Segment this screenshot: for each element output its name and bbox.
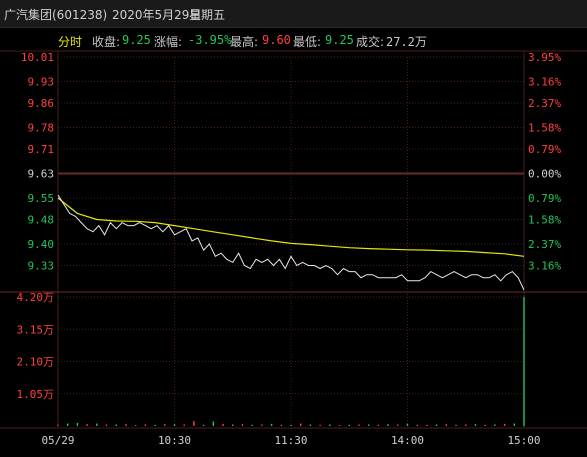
time-tick-label: 10:30: [158, 434, 191, 447]
quote-info-bar: 分时 收盘: 9.25 涨幅: -3.95% 最高: 9.60 最低: 9.25…: [0, 29, 587, 51]
price-lines: [57, 194, 525, 291]
volume-tick-label: 4.20万: [17, 291, 55, 304]
price-tick-label: 9.93: [28, 76, 55, 89]
volume-tick-label: 2.10万: [17, 356, 55, 369]
time-tick-label: 15:00: [507, 434, 540, 447]
time-tick-label: 14:00: [391, 434, 424, 447]
percent-tick-label: 3.95%: [528, 51, 561, 64]
stock-title: 广汽集团(601238): [4, 8, 108, 22]
price-tick-label: 9.55: [28, 192, 55, 205]
percent-tick-label: 2.37%: [528, 97, 561, 110]
volume-bars: [57, 297, 525, 426]
percent-tick-label: 1.58%: [528, 122, 561, 135]
percent-tick-label: 3.16%: [528, 76, 561, 89]
price-tick-label: 9.40: [28, 238, 55, 251]
percent-tick-label: 1.58%: [528, 213, 561, 226]
price-tick-label: 9.48: [28, 213, 55, 226]
time-axis: 05/29 10:30 11:30 14:00 15:00: [41, 434, 540, 447]
title-bar: 广汽集团(601238) 2020年5月29日 星期五: [0, 0, 587, 28]
date-label: 2020年5月29日: [112, 8, 202, 22]
high-label: 最高:: [230, 35, 259, 49]
low-label: 最低:: [293, 35, 322, 49]
average-price-line: [57, 197, 525, 257]
close-value: 9.25: [122, 33, 151, 47]
percent-tick-label: 3.16%: [528, 259, 561, 272]
price-tick-label: 9.33: [28, 259, 55, 272]
price-tick-label: 9.63: [28, 168, 55, 181]
percent-tick-label: 2.37%: [528, 238, 561, 251]
time-tick-label: 11:30: [274, 434, 307, 447]
percent-tick-label: 0.00%: [528, 168, 561, 181]
price-tick-label: 9.71: [28, 143, 55, 156]
price-tick-label: 9.78: [28, 122, 55, 135]
volume-value: 27.2万: [386, 35, 427, 49]
volume-tick-label: 1.05万: [17, 388, 55, 401]
price-tick-label: 9.86: [28, 97, 55, 110]
percent-tick-label: 0.79%: [528, 143, 561, 156]
percent-axis-right: 3.95% 3.16% 2.37% 1.58% 0.79% 0.00% 0.79% 1.58%…: [528, 51, 561, 272]
volume-axis: 4.20万 3.15万 2.10万 1.05万: [17, 291, 55, 401]
price-line: [57, 194, 525, 291]
change-value: -3.95%: [188, 33, 232, 47]
price-tick-label: 10.01: [21, 51, 54, 64]
price-axis-left: 10.01 9.93 9.86 9.78 9.71 9.63 9.55 9.48 9.40 9.3…: [21, 51, 54, 272]
change-label: 涨幅:: [154, 35, 183, 49]
low-value: 9.25: [325, 33, 354, 47]
grid: [0, 50, 587, 429]
volume-label: 成交:: [356, 35, 385, 49]
high-value: 9.60: [262, 33, 291, 47]
volume-tick-label: 3.15万: [17, 323, 55, 336]
weekday-label: 星期五: [189, 8, 226, 22]
close-label: 收盘:: [92, 35, 121, 49]
mode-tab-intraday[interactable]: 分时: [58, 35, 83, 49]
time-tick-label: 05/29: [41, 434, 74, 447]
percent-tick-label: 0.79%: [528, 192, 561, 205]
